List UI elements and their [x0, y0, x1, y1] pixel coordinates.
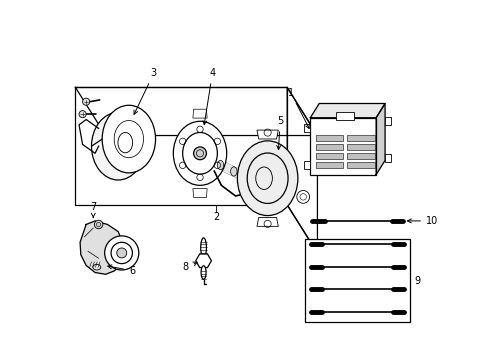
- Polygon shape: [375, 103, 384, 175]
- Text: 7: 7: [90, 202, 96, 217]
- Circle shape: [79, 111, 86, 118]
- Bar: [346, 144, 374, 150]
- Bar: [335, 112, 353, 120]
- Bar: [310, 118, 375, 175]
- Text: 9: 9: [413, 275, 420, 285]
- Circle shape: [104, 236, 139, 270]
- Polygon shape: [220, 161, 233, 176]
- Text: 6: 6: [107, 265, 135, 276]
- Text: 3: 3: [134, 68, 157, 114]
- Ellipse shape: [201, 266, 205, 279]
- Circle shape: [117, 248, 126, 258]
- Bar: [304, 162, 310, 169]
- Ellipse shape: [237, 141, 297, 216]
- Bar: [305, 239, 409, 322]
- Polygon shape: [310, 103, 384, 118]
- Bar: [384, 154, 391, 162]
- Bar: [346, 153, 374, 159]
- Bar: [315, 135, 343, 141]
- Text: 2: 2: [212, 212, 219, 222]
- Ellipse shape: [91, 112, 144, 180]
- Text: 10: 10: [407, 216, 437, 226]
- Bar: [315, 144, 343, 150]
- Polygon shape: [256, 130, 278, 139]
- Circle shape: [193, 147, 206, 160]
- Polygon shape: [192, 189, 207, 197]
- Polygon shape: [192, 109, 207, 118]
- Text: 4: 4: [203, 68, 215, 125]
- Circle shape: [82, 98, 89, 105]
- Text: 8: 8: [183, 262, 197, 272]
- Circle shape: [296, 190, 309, 203]
- Text: 5: 5: [276, 116, 283, 149]
- Text: 1: 1: [287, 88, 308, 129]
- Ellipse shape: [244, 173, 250, 183]
- Bar: [304, 124, 310, 132]
- Ellipse shape: [173, 121, 226, 185]
- Polygon shape: [256, 217, 278, 226]
- Ellipse shape: [200, 238, 206, 257]
- Bar: [346, 135, 374, 141]
- Ellipse shape: [230, 167, 237, 176]
- Ellipse shape: [102, 105, 155, 173]
- Bar: [346, 162, 374, 167]
- Polygon shape: [207, 154, 220, 170]
- Bar: [384, 117, 391, 125]
- Polygon shape: [246, 173, 260, 189]
- Ellipse shape: [217, 161, 223, 170]
- Ellipse shape: [257, 180, 263, 189]
- Bar: [315, 153, 343, 159]
- Polygon shape: [80, 221, 125, 274]
- Bar: [315, 162, 343, 167]
- Polygon shape: [233, 167, 246, 183]
- Circle shape: [94, 220, 102, 229]
